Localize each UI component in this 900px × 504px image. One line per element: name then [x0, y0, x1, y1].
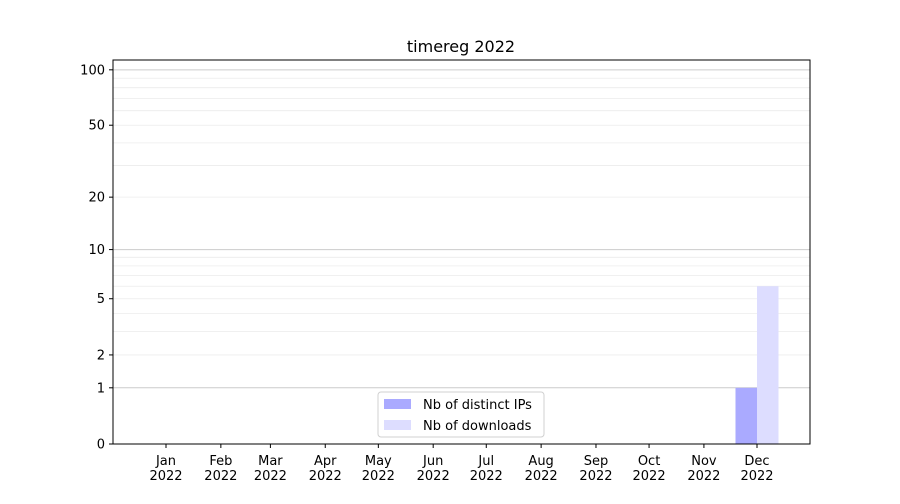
y-tick-label: 10	[88, 243, 105, 258]
chart-title: timereg 2022	[407, 37, 515, 56]
x-tick-label: Aug	[528, 454, 553, 469]
x-tick-label: 2022	[740, 469, 773, 484]
x-tick-label: Oct	[638, 454, 660, 469]
bar-distinct-ips	[735, 387, 757, 444]
grid	[113, 69, 810, 389]
x-tick-label: Sep	[584, 454, 609, 469]
x-tick-label: 2022	[633, 469, 666, 484]
x-tick-label: May	[365, 454, 392, 469]
x-tick-label: 2022	[470, 469, 503, 484]
legend-box	[377, 391, 545, 438]
y-axis: 0 1 2 5 10 20 50 100	[80, 63, 113, 453]
legend-label: Nb of downloads	[423, 419, 532, 434]
x-tick-label: 2022	[579, 469, 612, 484]
y-tick-label: 2	[97, 348, 105, 363]
x-tick-label: 2022	[309, 469, 342, 484]
x-tick-label: 2022	[687, 469, 720, 484]
y-tick-label: 5	[97, 292, 105, 307]
bars	[735, 286, 779, 444]
bar-downloads	[757, 286, 779, 444]
x-tick-label: Mar	[258, 454, 283, 469]
x-tick-label: Dec	[744, 454, 769, 469]
x-tick-label: Apr	[314, 454, 337, 469]
x-tick-label: 2022	[149, 469, 182, 484]
x-tick-label: 2022	[525, 469, 558, 484]
plot-frame	[112, 59, 811, 445]
x-tick-label: 2022	[204, 469, 237, 484]
legend-label: Nb of distinct IPs	[423, 398, 532, 413]
x-tick-label: Jul	[477, 454, 494, 469]
y-tick-label: 1	[97, 381, 105, 396]
x-tick-label: 2022	[254, 469, 287, 484]
y-tick-label: 50	[88, 119, 105, 134]
x-tick-label: 2022	[417, 469, 450, 484]
x-axis: Jan2022Feb2022Mar2022Apr2022May2022Jun20…	[149, 444, 774, 484]
y-tick-label: 20	[88, 191, 105, 206]
x-tick-label: Nov	[691, 454, 717, 469]
x-tick-label: Feb	[209, 454, 232, 469]
x-tick-label: 2022	[362, 469, 395, 484]
legend: Nb of distinct IPs Nb of downloads	[377, 391, 545, 438]
x-tick-label: Jun	[422, 454, 443, 469]
legend-swatch	[384, 399, 411, 409]
y-tick-label: 0	[97, 438, 105, 453]
legend-swatch	[384, 420, 411, 430]
x-tick-label: Jan	[155, 454, 176, 469]
y-tick-label: 100	[80, 63, 105, 78]
